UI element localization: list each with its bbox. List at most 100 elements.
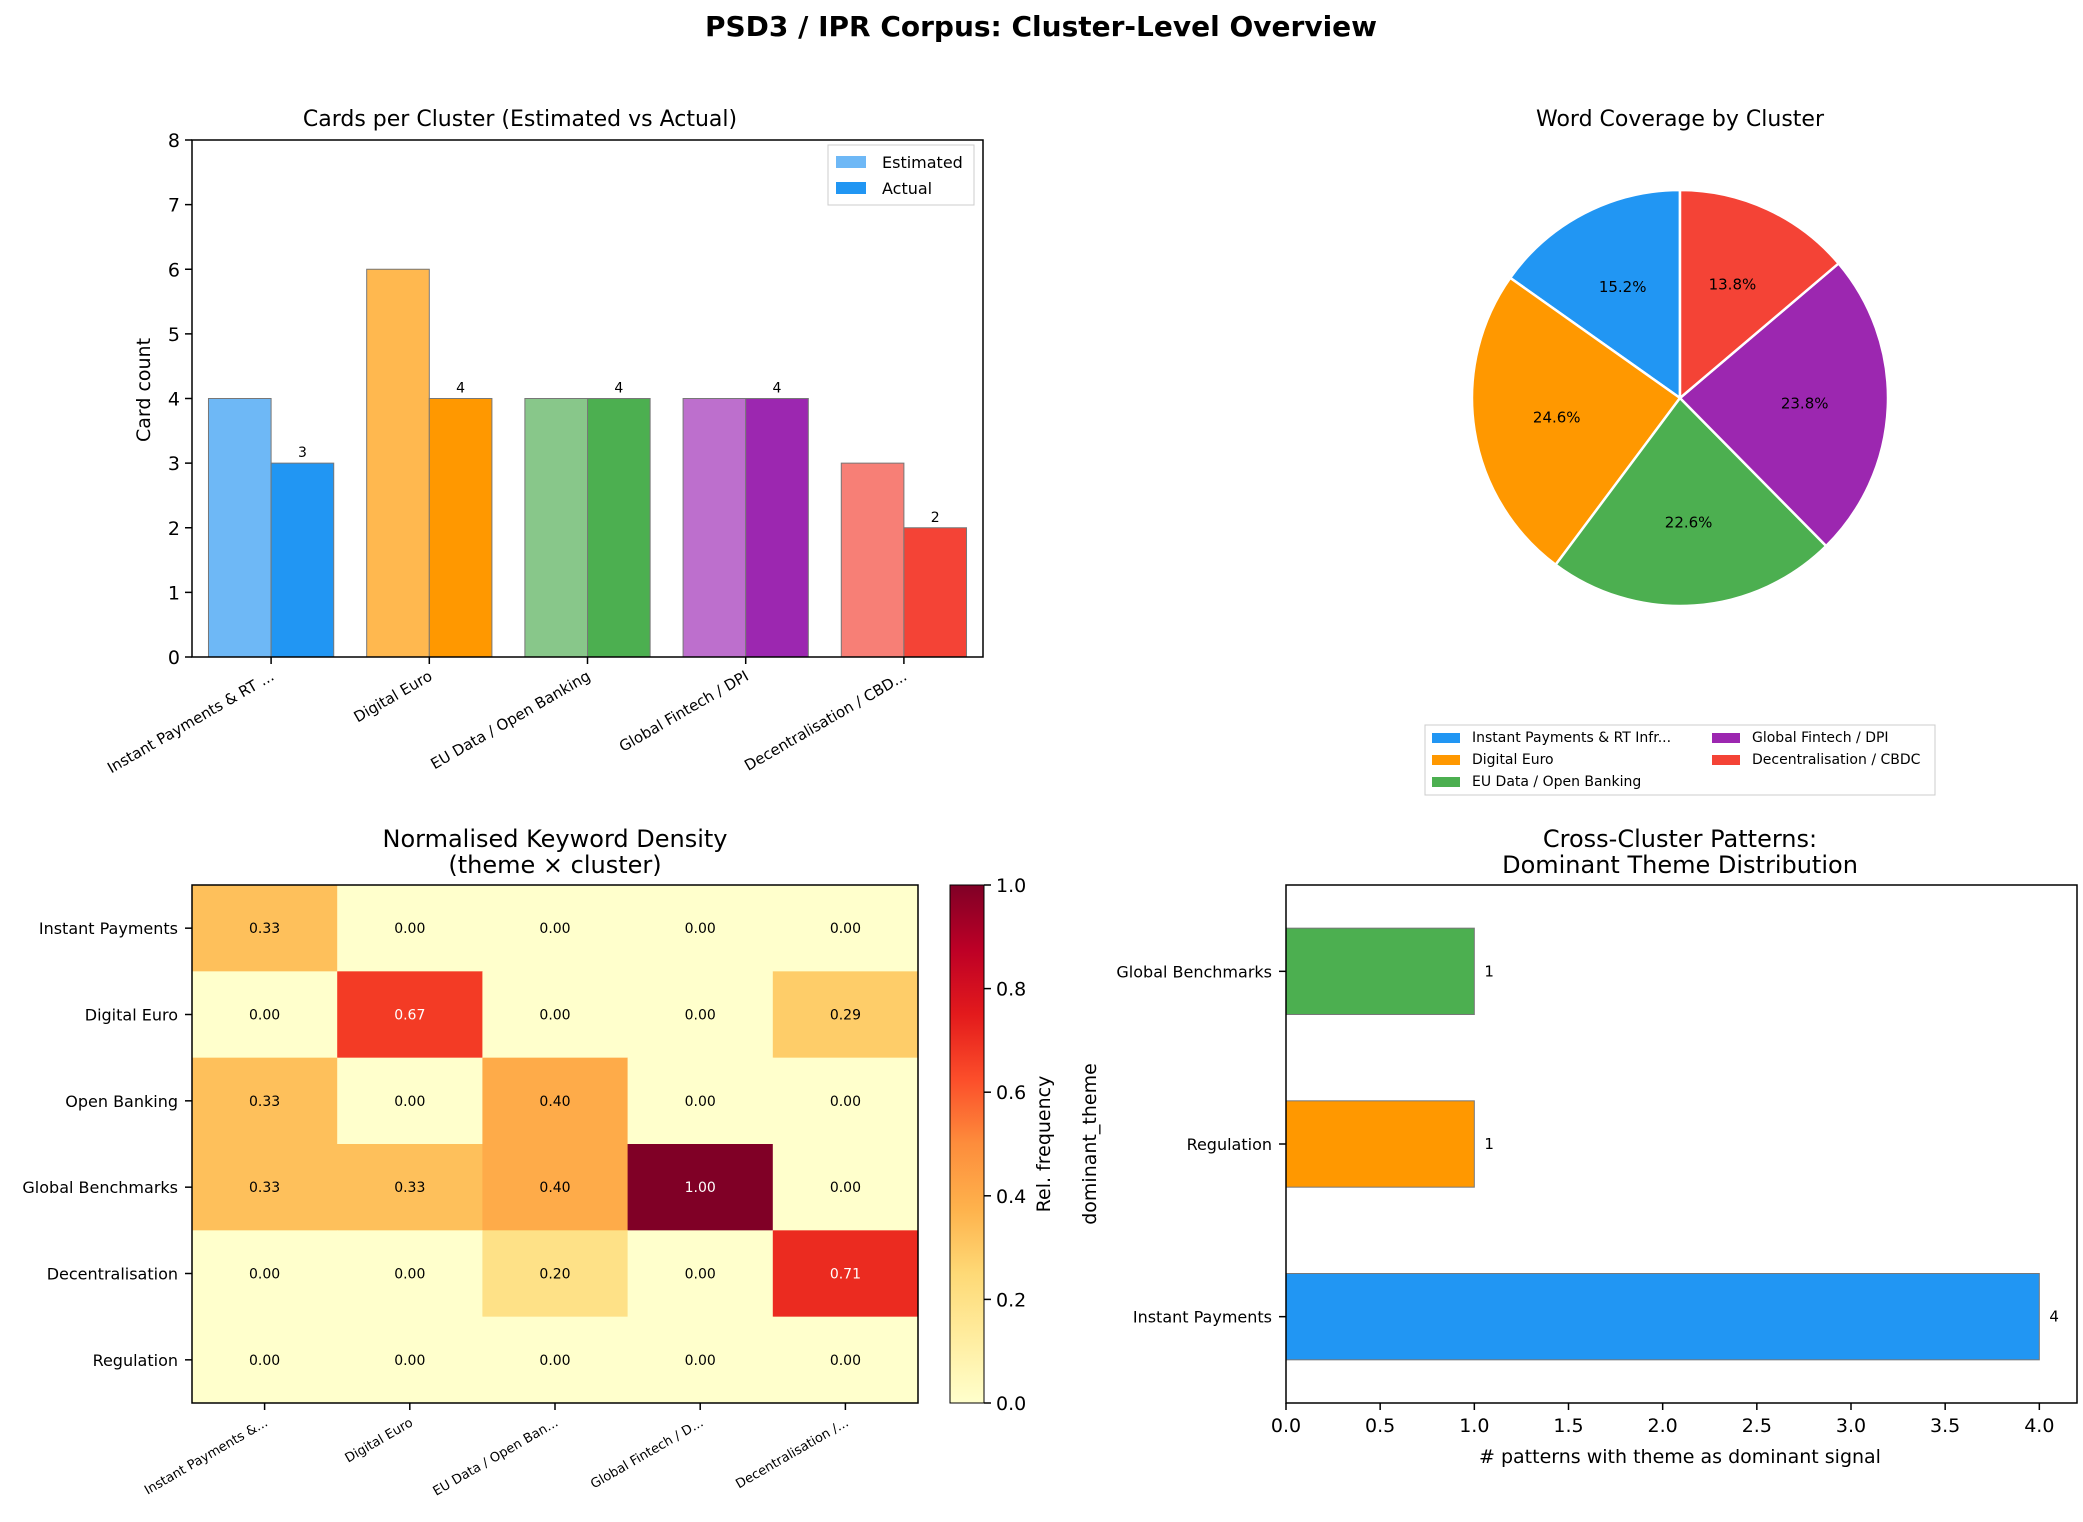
heatmap-cell (337, 1316, 483, 1404)
legend-actual-label: Actual (882, 179, 932, 198)
heatmap-cell (772, 1144, 919, 1231)
heatmap-cell-label: 0.40 (539, 1094, 570, 1110)
hbar-chart-y-axis-label: dominant_theme (1079, 1063, 1101, 1225)
x-tick-label: Decentralisation / CBD... (741, 667, 910, 775)
pie-slice-label: 22.6% (1665, 514, 1713, 532)
colorbar-tick-label: 0.6 (996, 1082, 1026, 1104)
legend-slice-label: Digital Euro (1472, 752, 1554, 768)
legend-actual-swatch (836, 182, 866, 194)
heatmap-cell-label: 0.00 (685, 1094, 716, 1110)
heatmap-cell (627, 1057, 774, 1145)
heatmap-cell (337, 971, 483, 1059)
heatmap-cell (482, 1144, 629, 1231)
heatmap-cell (627, 1316, 774, 1404)
x-tick-label: Digital Euro (351, 667, 436, 726)
y-tick-label: Regulation (93, 1351, 178, 1370)
heatmap-cell-label: 0.00 (685, 921, 716, 937)
y-tick-label: 2 (168, 518, 180, 540)
x-tick-label: 2.5 (1742, 1415, 1772, 1437)
x-tick-label: 2.0 (1648, 1415, 1678, 1437)
bar-estimated (682, 398, 747, 658)
hbar-data-label: 1 (1484, 962, 1494, 980)
y-tick-label: 7 (168, 195, 180, 217)
heatmap-cell (627, 971, 774, 1059)
colorbar-label: Rel. frequency (1033, 1076, 1055, 1213)
y-tick-label: Regulation (1187, 1135, 1272, 1154)
legend-slice-swatch (1432, 777, 1460, 787)
bar-data-label: 2 (931, 510, 940, 526)
bar-data-label: 4 (614, 381, 623, 397)
heatmap-cell (192, 1316, 338, 1404)
y-tick-label: 6 (168, 259, 180, 281)
heatmap-cell-label: 0.33 (249, 921, 280, 937)
bar-chart-panel: Cards per Cluster (Estimated vs Actual) … (104, 107, 984, 777)
x-tick-label: Instant Payments & RT ... (104, 667, 277, 777)
bar-estimated (207, 398, 272, 658)
y-tick-label: 5 (168, 324, 180, 346)
colorbar-tick-label: 0.4 (996, 1186, 1026, 1208)
bar-actual (428, 398, 493, 658)
pie-chart-legend: Instant Payments & RT Infr... Digital Eu… (1424, 724, 1936, 796)
legend-slice-label: EU Data / Open Banking (1472, 774, 1641, 790)
pie-slice-label: 13.8% (1709, 276, 1757, 294)
x-tick-label: EU Data / Open Ban... (431, 1415, 561, 1499)
legend-slice-swatch (1712, 733, 1740, 743)
heatmap-cell (482, 1230, 629, 1318)
y-tick-label: 4 (168, 389, 180, 411)
legend-slice-label: Decentralisation / CBDC (1752, 752, 1921, 768)
legend-slice-swatch (1432, 755, 1460, 765)
bar-estimated (840, 462, 905, 658)
heatmap-cell-label: 0.20 (539, 1267, 570, 1283)
heatmap-cell (772, 1316, 919, 1404)
heatmap-cell (482, 1057, 629, 1145)
heatmap-cell-label: 0.00 (394, 921, 425, 937)
heatmap-cell-label: 0.71 (830, 1267, 861, 1283)
plot-frame (191, 139, 984, 658)
colorbar (949, 884, 985, 1404)
heatmap-cell (192, 971, 338, 1059)
hbar-data-label: 1 (1484, 1135, 1494, 1153)
heatmap-cell-label: 0.00 (685, 1353, 716, 1369)
heatmap-cell (772, 971, 919, 1059)
heatmap-cell-label: 0.00 (539, 1353, 570, 1369)
heatmap-cell (482, 1316, 629, 1404)
hbar-data-label: 4 (2049, 1308, 2059, 1326)
heatmap-cell-label: 0.00 (830, 1094, 861, 1110)
heatmap-cell-label: 0.00 (539, 921, 570, 937)
legend-estimated-label: Estimated (882, 153, 963, 172)
heatmap-cell-label: 0.29 (830, 1008, 861, 1024)
x-tick-label: 4.0 (2024, 1415, 2054, 1437)
bar-chart-y-axis-label: Card count (133, 338, 155, 442)
hbar-chart-subtitle: Dominant Theme Distribution (1502, 851, 1858, 879)
pie-slice-label: 24.6% (1533, 409, 1581, 427)
heatmap-cell-label: 0.40 (539, 1180, 570, 1196)
legend-slice-swatch (1712, 755, 1740, 765)
bar-data-label: 4 (456, 381, 465, 397)
y-tick-label: 1 (168, 582, 180, 604)
heatmap-cell-label: 0.00 (249, 1353, 280, 1369)
heatmap-cell-label: 0.33 (249, 1094, 280, 1110)
hbar (1285, 927, 1475, 1016)
x-tick-label: EU Data / Open Banking (427, 667, 593, 773)
x-tick-label: Instant Payments &... (142, 1415, 271, 1498)
heatmap-cell (192, 1230, 338, 1318)
x-tick-label: 3.0 (1836, 1415, 1866, 1437)
legend-estimated-swatch (836, 156, 866, 168)
heatmap-cell-label: 0.00 (394, 1353, 425, 1369)
heatmap-cell (192, 1057, 338, 1145)
x-tick-label: 3.5 (1930, 1415, 1960, 1437)
heatmap-cell-label: 0.00 (830, 921, 861, 937)
colorbar-tick-label: 0.8 (996, 979, 1026, 1001)
heatmap-cell-label: 0.67 (394, 1008, 425, 1024)
y-tick-label: Global Benchmarks (22, 1178, 178, 1197)
bar-estimated (524, 398, 588, 658)
pie-slice-label: 15.2% (1599, 278, 1647, 296)
heatmap-cell (772, 885, 919, 972)
legend-slice-label: Global Fintech / DPI (1752, 730, 1889, 746)
heatmap-frame (191, 884, 919, 1404)
pie-slice-label: 23.8% (1781, 394, 1829, 412)
colorbar-tick-label: 0.2 (996, 1289, 1026, 1311)
bar-chart-title: Cards per Cluster (Estimated vs Actual) (303, 107, 737, 132)
x-tick-label: Digital Euro (343, 1415, 416, 1466)
y-tick-label: 0 (168, 647, 180, 669)
